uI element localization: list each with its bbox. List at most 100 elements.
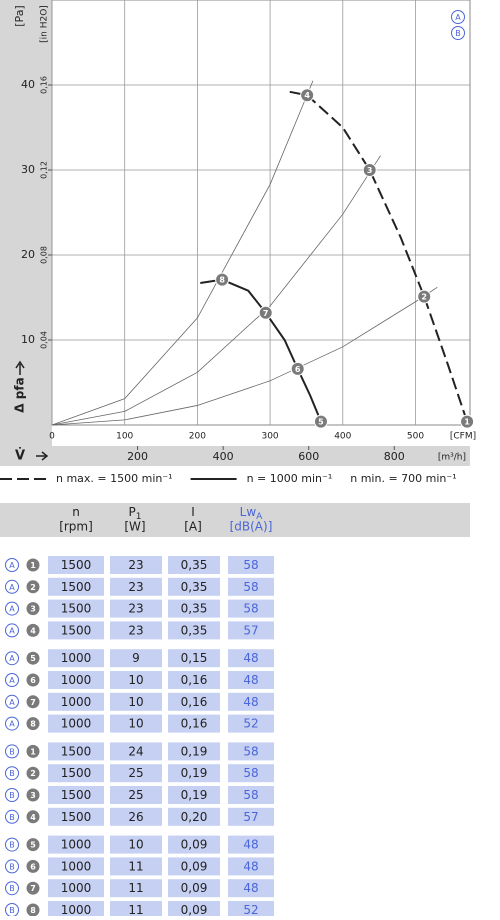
table-header-band [0, 503, 470, 537]
operating-point [362, 163, 377, 177]
table-value: 57 [243, 810, 258, 824]
row-variant-badge [5, 837, 19, 852]
row-point: 4 [30, 813, 36, 822]
operating-point [258, 305, 273, 320]
row-point-badge [26, 903, 40, 917]
row-variant-badge [5, 744, 19, 759]
table-value: 52 [243, 717, 258, 731]
row-variant-badge [5, 716, 19, 731]
table-value: 1500 [61, 744, 92, 758]
table-cell [168, 692, 220, 711]
legend-label: n max. = 1500 min⁻¹ [56, 472, 173, 485]
table-value: 0,09 [181, 838, 208, 852]
table-cell [228, 556, 274, 574]
column-header-label: I [191, 505, 195, 519]
table-cell [168, 857, 220, 876]
table-cell [168, 556, 220, 574]
table-cell [110, 621, 162, 640]
column-header-sub: 1 [136, 512, 142, 522]
table-value: 48 [243, 881, 258, 895]
column-header-label: Lw [240, 505, 257, 519]
table-value: 48 [243, 673, 258, 687]
row-point-badge [26, 717, 40, 731]
table-cell [168, 742, 220, 761]
x2-tick-label: 600 [298, 450, 319, 463]
table-value: 0,09 [181, 903, 208, 916]
row-variant: A [9, 698, 15, 707]
column-header-label: P [129, 505, 136, 519]
column-header: P1 [129, 505, 142, 522]
row-point: 6 [30, 676, 36, 685]
table-value: 57 [243, 623, 258, 637]
operating-point-label: 6 [295, 365, 301, 374]
table-cell [48, 556, 104, 574]
table-value: 0,35 [181, 558, 208, 572]
row-variant-badge [5, 809, 19, 824]
row-variant-badge [5, 788, 19, 802]
table-value: 58 [243, 766, 258, 780]
table-cell [228, 879, 274, 898]
row-point-badge [26, 859, 40, 873]
table-value: 1500 [61, 766, 92, 780]
table-cell [110, 879, 162, 898]
row-variant: B [9, 769, 15, 778]
table-value: 58 [243, 580, 258, 594]
table-value: 23 [128, 623, 143, 637]
table-value: 0,16 [181, 673, 208, 687]
table-cell [110, 807, 162, 826]
table-value: 1000 [61, 881, 92, 895]
table-value: 23 [128, 558, 143, 572]
row-variant: A [9, 561, 15, 570]
row-point-badge [26, 810, 40, 824]
table-value: 10 [128, 717, 143, 731]
table-cell [168, 764, 220, 783]
row-point-badge [26, 788, 40, 802]
table-cell [48, 807, 104, 826]
row-point: 8 [30, 720, 36, 729]
column-header: n [72, 505, 80, 519]
table-cell [48, 649, 104, 668]
table-value: 11 [128, 903, 143, 916]
row-point: 4 [30, 626, 36, 635]
row-variant-badge [5, 601, 19, 616]
x-tick-label: 200 [189, 432, 206, 442]
x-tick-label: 400 [334, 432, 351, 442]
curve [289, 90, 469, 422]
row-point: 5 [30, 841, 36, 850]
table-cell [48, 835, 104, 854]
table-cell [48, 714, 104, 733]
row-point: 7 [30, 884, 36, 893]
row-variant: B [9, 747, 15, 756]
row-variant: B [9, 813, 15, 822]
table-cell [168, 901, 220, 919]
y2-tick-label: 0,08 [40, 246, 49, 264]
operating-point [460, 414, 475, 429]
table-value: 1500 [61, 810, 92, 824]
table-cell [110, 599, 162, 618]
table-value: 48 [243, 695, 258, 709]
row-point-badge [26, 651, 40, 665]
row-variant: A [9, 583, 15, 592]
row-variant: A [9, 676, 15, 685]
y-label: Δ pfa [13, 377, 27, 412]
table-cell [228, 764, 274, 783]
x-tick-label: 300 [261, 432, 278, 442]
operating-point-label: 1 [464, 418, 470, 427]
row-variant: B [9, 862, 15, 871]
table-cell [168, 649, 220, 668]
table-value: 1500 [61, 602, 92, 616]
table-value: 48 [243, 651, 258, 665]
table-value: 10 [128, 673, 143, 687]
operating-point-label: 2 [421, 293, 427, 302]
table-cell [168, 786, 220, 804]
y-axis-band [0, 0, 52, 466]
x2-tick-label: 400 [213, 450, 234, 463]
table-value: 11 [128, 859, 143, 873]
table-cell [228, 649, 274, 668]
x-label: V̇ [15, 448, 25, 463]
table-cell [228, 835, 274, 854]
table-value: 58 [243, 744, 258, 758]
operating-point [300, 88, 315, 103]
curve [51, 286, 438, 426]
table-value: 23 [128, 580, 143, 594]
